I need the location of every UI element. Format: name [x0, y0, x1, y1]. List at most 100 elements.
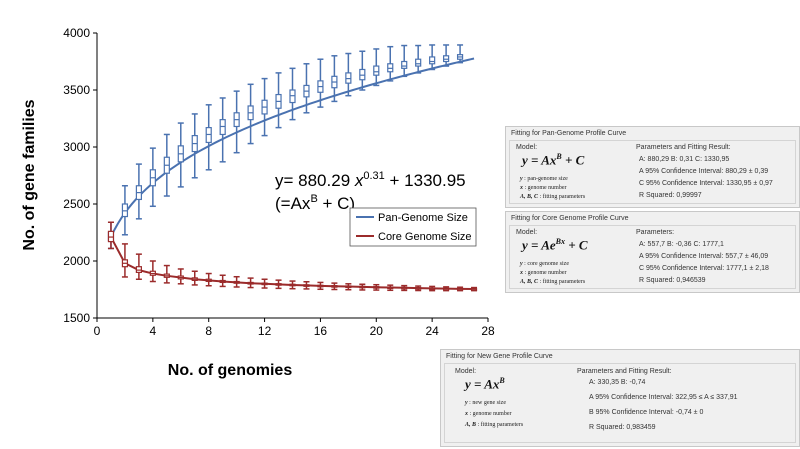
equation-general-post: + C)	[318, 194, 355, 213]
x-tick-label: 0	[94, 324, 101, 338]
box-pan	[373, 48, 380, 87]
confidence-interval-1: A 95% Confidence Interval: 557,7 ± 46,09	[639, 253, 769, 260]
box-pan	[401, 44, 408, 78]
box-core	[345, 283, 352, 291]
box-core	[135, 253, 142, 280]
box-core	[205, 272, 212, 287]
y-tick-label: 3000	[63, 140, 90, 154]
box-core	[149, 260, 156, 283]
box-core	[359, 283, 366, 291]
box-core	[303, 280, 310, 290]
y-axis-label: No. of gene families	[21, 99, 38, 250]
chart-marks	[107, 44, 478, 292]
variable-definition: x : genome number	[465, 411, 512, 417]
box-core	[401, 284, 408, 292]
box-core	[121, 243, 129, 278]
box-pan	[121, 185, 129, 236]
formula-tail: + C	[561, 152, 585, 168]
model-formula: y = AxB + C	[522, 152, 584, 168]
legend-box	[349, 207, 477, 247]
equation-main: y= 880.29	[275, 171, 355, 190]
r-squared: R Squared: 0,99997	[639, 192, 702, 199]
panel-frame	[444, 363, 796, 443]
formula-main: y = Ax	[522, 152, 557, 168]
box-pan	[443, 44, 450, 67]
box-pan	[331, 55, 338, 103]
confidence-interval-1: A 95% Confidence Interval: 880,29 ± 0,39	[639, 168, 769, 175]
box-pan	[177, 122, 184, 188]
box-pan	[456, 44, 464, 64]
y-tick-label: 3500	[63, 83, 90, 97]
box-core	[387, 284, 394, 292]
panel-title: Fitting for Core Genome Profile Curve	[511, 215, 629, 222]
variable-definition: y : pan-genome size	[520, 176, 568, 182]
box-core	[233, 275, 240, 288]
r-squared: R Squared: 0,983459	[589, 424, 656, 431]
y-tick-label: 2500	[63, 197, 90, 211]
panel-title: Fitting for New Gene Profile Curve	[446, 353, 553, 360]
box-core	[470, 286, 478, 292]
series-pan	[107, 44, 475, 250]
equation-general-exponent: B	[310, 193, 317, 205]
box-core	[443, 286, 450, 292]
box-core	[275, 279, 282, 290]
box-pan	[163, 133, 170, 197]
box-pan	[261, 77, 268, 137]
box-pan	[345, 52, 352, 97]
box-pan	[233, 90, 240, 154]
x-tick-label: 4	[150, 324, 157, 338]
model-label: Model:	[516, 144, 538, 151]
pan-genome-fitting-panel: Fitting for Pan-Genome Profile Curve Mod…	[505, 126, 800, 208]
equation-general-pre: (=Ax	[275, 194, 311, 213]
y-tick-label: 4000	[63, 26, 90, 40]
chart-axes: 0 4 8 12 16 20 24 28 1500 2000 2500 3000 3500 4000	[63, 26, 495, 338]
box-core	[331, 282, 338, 291]
formula-exponent: B	[499, 376, 505, 385]
variable-definition: A, B, C : fitting parameters	[520, 279, 586, 285]
legend: Pan-Genome Size Core Genome Size	[349, 207, 477, 247]
parameter-values: A: 330,35 B: -0,74	[589, 379, 646, 386]
box-pan	[429, 44, 436, 71]
confidence-interval-1: A 95% Confidence Interval: 322,95 ≤ A ≤ …	[589, 394, 738, 401]
panel-title: Fitting for Pan-Genome Profile Curve	[511, 130, 627, 137]
panel-frame	[509, 140, 796, 204]
box-pan	[135, 163, 142, 220]
fit-equation: y= 880.29 x0.31 + 1330.95	[275, 170, 466, 190]
box-core	[261, 278, 268, 289]
formula-exponent: B	[556, 152, 562, 161]
box-pan	[289, 67, 296, 121]
legend-label-pan: Pan-Genome Size	[378, 212, 468, 224]
box-core	[247, 277, 254, 289]
y-tick-label: 2000	[63, 254, 90, 268]
fit-equation-general: (=AxB + C)	[275, 193, 355, 213]
variable-definition: x : genome number	[520, 185, 567, 191]
parameters-label: Parameters and Fitting Result:	[577, 368, 672, 375]
box-core	[415, 285, 422, 292]
equation-x: x	[354, 171, 364, 190]
model-label: Model:	[455, 368, 477, 375]
model-formula: y = AeBx + C	[522, 237, 588, 253]
confidence-interval-2: C 95% Confidence Interval: 1330,95 ± 0,9…	[639, 180, 773, 187]
x-tick-label: 12	[258, 324, 272, 338]
new-gene-fitting-panel: Fitting for New Gene Profile Curve Model…	[440, 349, 800, 447]
formula-main: y = Ae	[522, 237, 556, 253]
variable-definition: y : new gene size	[465, 400, 506, 406]
box-core	[429, 285, 436, 292]
box-core	[219, 274, 226, 288]
y-tick-label: 1500	[63, 311, 90, 325]
parameters-label: Parameters:	[636, 229, 675, 236]
iqr-box	[415, 58, 422, 67]
box-core	[317, 281, 324, 291]
x-tick-label: 28	[481, 324, 495, 338]
x-axis-label: No. of genomies	[168, 362, 293, 379]
box-pan	[191, 113, 198, 179]
variable-definition: y : core genome size	[520, 261, 569, 267]
iqr-box	[401, 60, 408, 69]
legend-label-core: Core Genome Size	[378, 231, 472, 243]
confidence-interval-2: C 95% Confidence Interval: 1777,1 ± 2,18	[639, 265, 769, 272]
core-genome-fitting-panel: Fitting for Core Genome Profile Curve Mo…	[505, 211, 800, 293]
formula-main: y = Ax	[465, 376, 500, 392]
box-core	[177, 268, 184, 285]
box-pan	[317, 58, 324, 108]
